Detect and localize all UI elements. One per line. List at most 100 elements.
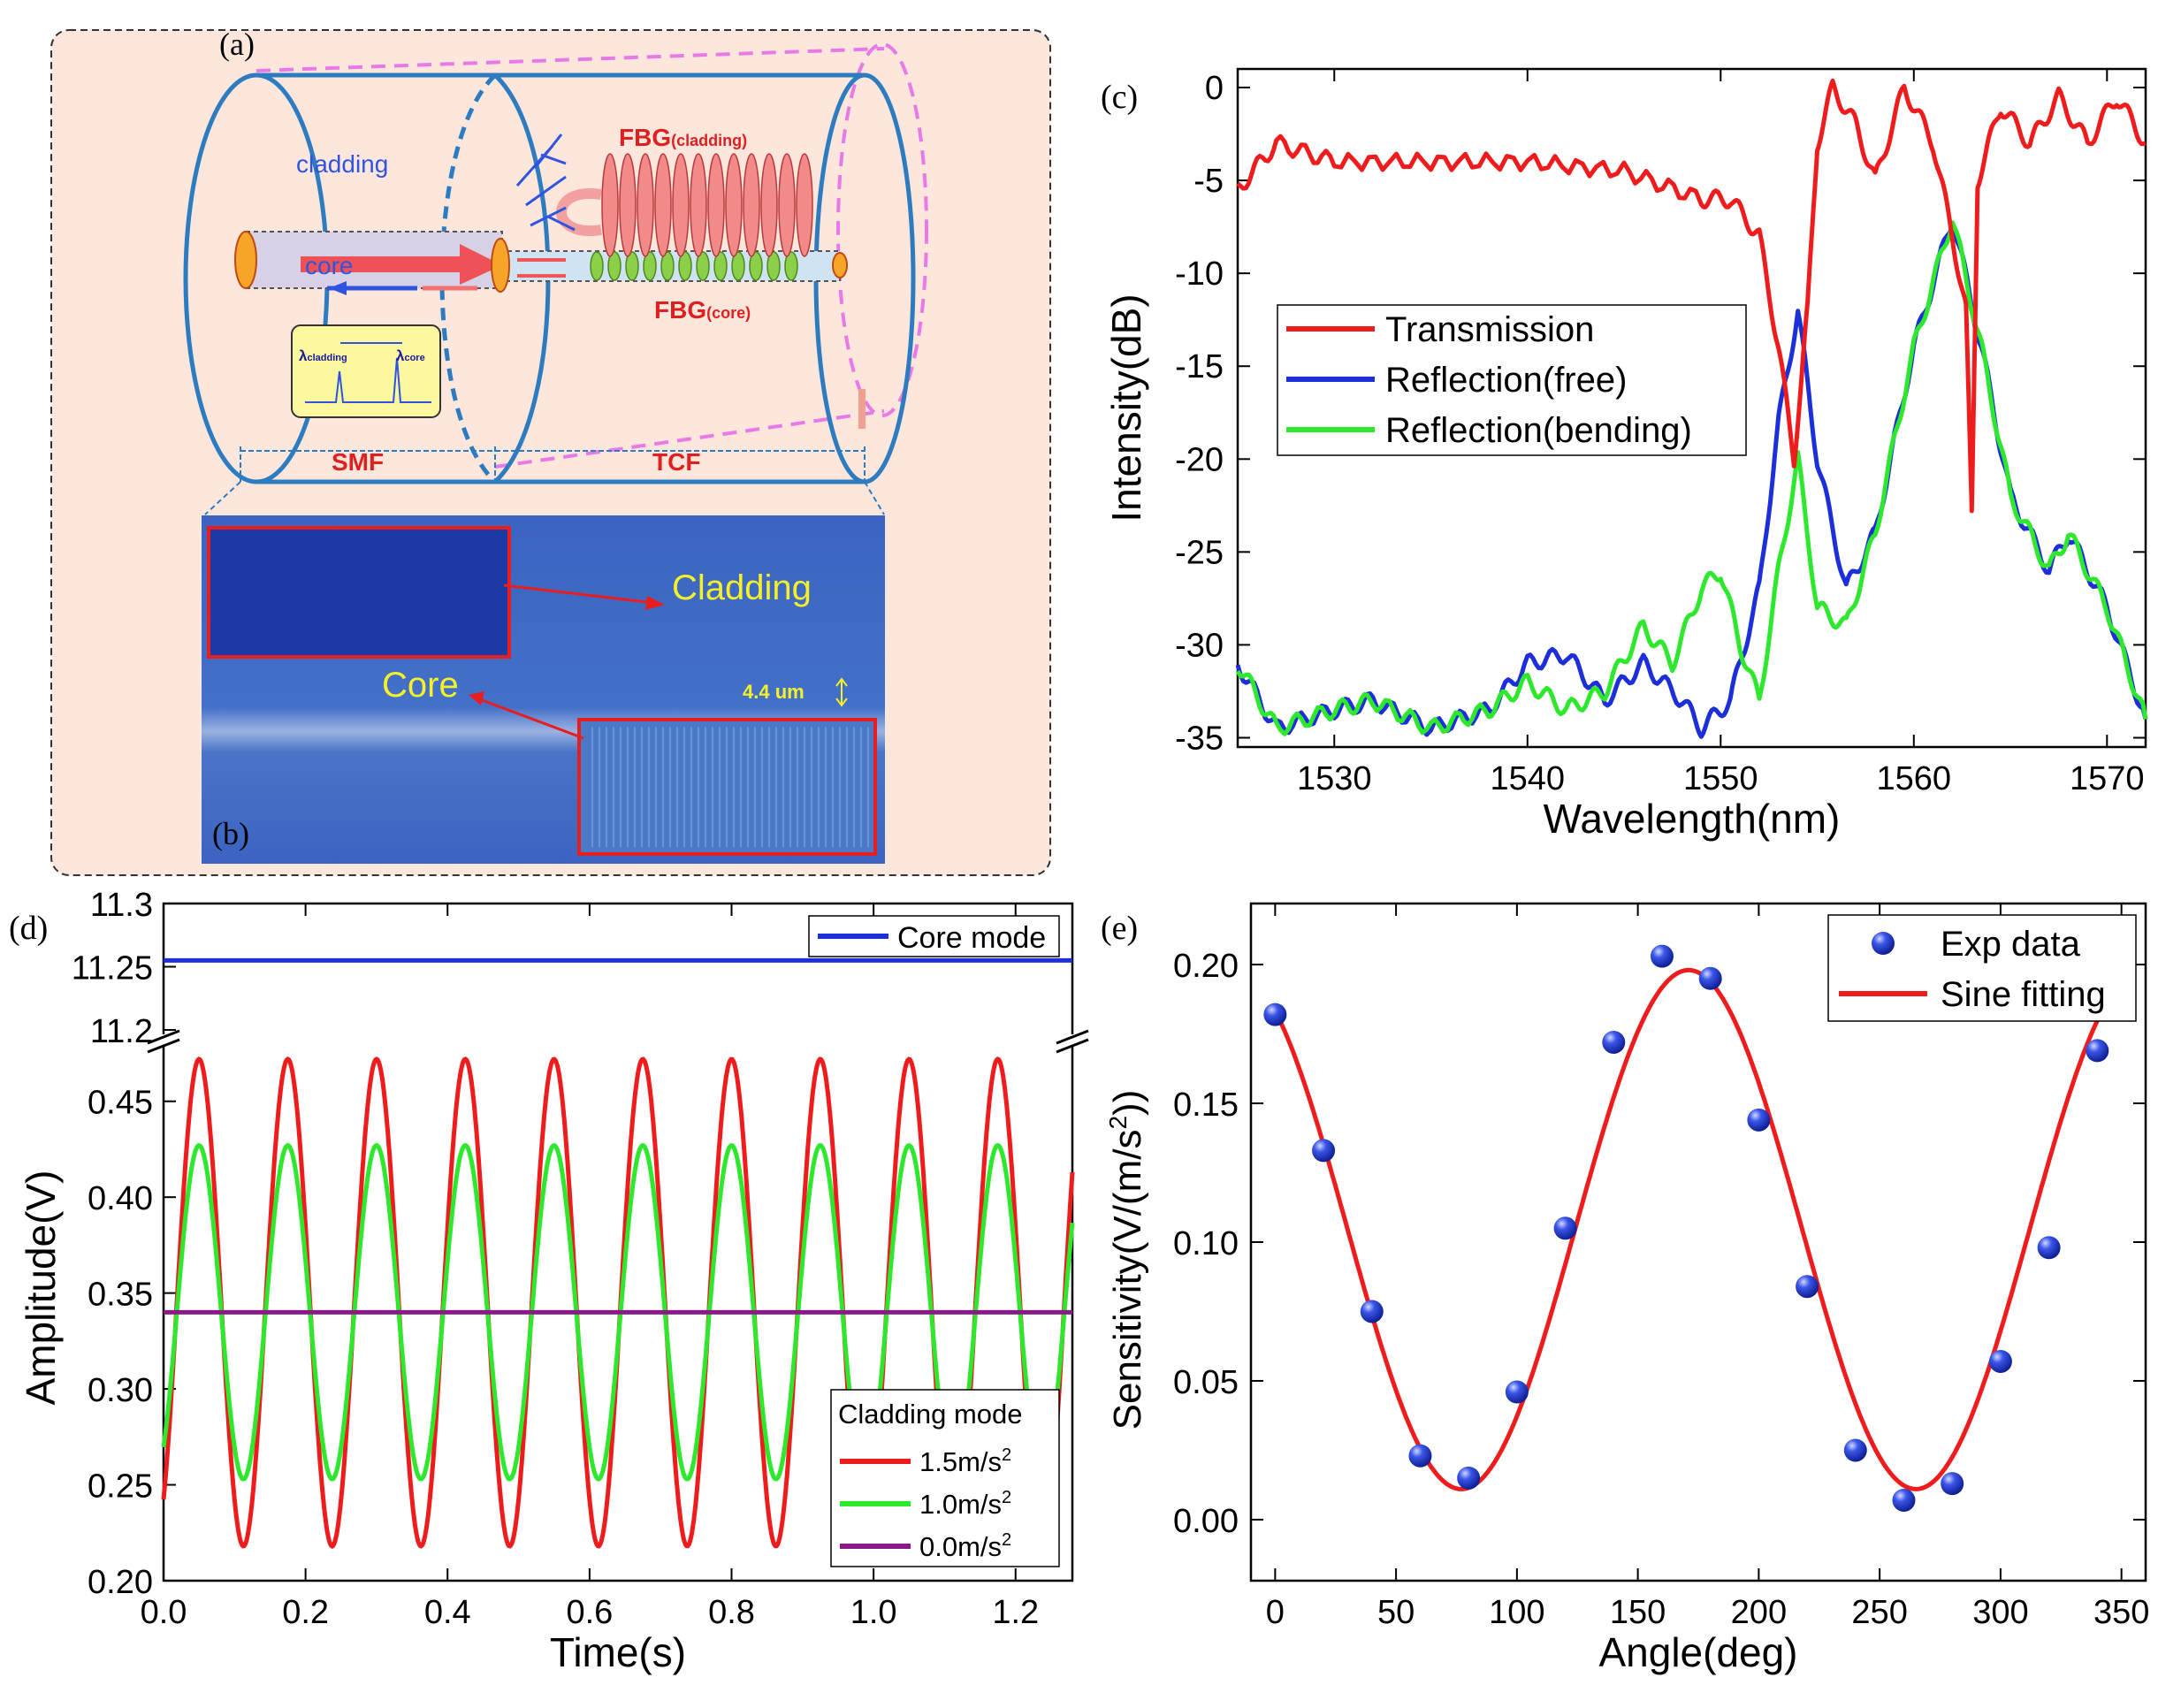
cladding-zoom-box <box>207 526 511 659</box>
panel-label-b: (b) <box>212 816 249 851</box>
x-axis-title: Wavelength(nm) <box>1544 796 1841 842</box>
fbg-core-disk <box>625 251 639 281</box>
data-point <box>1457 1466 1481 1490</box>
fbg-core-disk <box>678 251 692 281</box>
panel-e: (e) 0 50 100 150 200 250 300 350 0.00 0.05 0.10 0.15… <box>1101 902 2149 1675</box>
legend-label: Transmission <box>1385 310 1594 349</box>
x-tick-label: 300 <box>1972 1594 2028 1631</box>
data-point <box>1263 1003 1287 1026</box>
data-point <box>1505 1380 1529 1404</box>
y-axis-title: Sensitivity(V/(m/s2)) <box>1104 1090 1149 1430</box>
fbg-core-disk <box>590 251 604 281</box>
x-tick-label: 0.8 <box>708 1594 755 1631</box>
y-tick-label: 11.25 <box>72 950 153 987</box>
y-tick-label: 0.25 <box>88 1468 153 1506</box>
x-axis-title: Time(s) <box>550 1629 686 1675</box>
micro-label-cladding: Cladding <box>672 568 812 607</box>
data-point <box>2037 1236 2061 1260</box>
lambda-cladding: λcladding <box>299 347 347 364</box>
data-point <box>1650 944 1674 968</box>
fit-line <box>1273 967 2100 1491</box>
series-line-1.0 <box>161 1142 1075 1482</box>
axis-break-right <box>1056 1029 1089 1054</box>
legend-box-cladding <box>830 1389 1060 1567</box>
spectrum-inset <box>291 324 441 418</box>
x-tick-label: 0.2 <box>282 1594 329 1631</box>
fbg-core-disk <box>643 251 657 281</box>
fbg-core-disk <box>660 251 675 281</box>
axis-break-left <box>147 1029 180 1054</box>
x-tick-label: 250 <box>1851 1594 1907 1631</box>
x-tick-label: 1560 <box>1877 760 1952 797</box>
data-point <box>1408 1444 1432 1468</box>
y-tick-label: 0.05 <box>1173 1364 1239 1401</box>
fbg-cladding-disk <box>707 153 725 257</box>
fbg-cladding-disk <box>743 153 760 257</box>
legend-label: Reflection(free) <box>1385 361 1627 400</box>
fbg-cladding-disk <box>778 153 796 257</box>
legend-label: 0.0m/s2 <box>919 1530 1011 1562</box>
zoom-ellipse <box>836 42 928 417</box>
y-tick-label: -30 <box>1175 627 1224 664</box>
fbg-cladding-disk <box>672 153 690 257</box>
y-tick-label: 0.30 <box>88 1372 153 1409</box>
y-tick-label: 0.20 <box>88 1564 153 1601</box>
panel-d: (d) 0.0 0.2 0.4 0.6 0.8 1.0 1.2 11.3 11.25 11.2 0.2… <box>9 887 1089 1675</box>
data-point <box>1892 1488 1916 1512</box>
arrow-to-cladding-head <box>645 596 665 610</box>
x-tick-label: 100 <box>1489 1594 1544 1631</box>
fbg-core-grating <box>590 251 798 281</box>
x-tick-label: 1.2 <box>992 1594 1039 1631</box>
data-point <box>1602 1030 1626 1054</box>
y-tick-label: 11.2 <box>90 1013 153 1050</box>
label-core: core <box>305 252 353 279</box>
y-axis-title: Intensity(dB) <box>1103 294 1149 522</box>
fbg-cladding-disk <box>637 153 654 257</box>
x-tick-label: 1.0 <box>850 1594 897 1631</box>
data-point <box>1843 1438 1867 1462</box>
x-tick-label: 0.4 <box>424 1594 471 1631</box>
fbg-core-disk <box>731 251 745 281</box>
x-axis-title: Angle(deg) <box>1598 1629 1797 1675</box>
x-tick-label: 150 <box>1610 1594 1666 1631</box>
legend-swatch <box>1872 932 1895 955</box>
label-fbg-cladding: FBG(cladding) <box>619 124 747 151</box>
legend-title: Cladding mode <box>838 1399 1023 1430</box>
fbg-cladding-disk <box>654 153 672 257</box>
fbg-cladding-disk <box>690 153 707 257</box>
data-point <box>1360 1300 1384 1323</box>
tcf-arrows <box>517 258 566 278</box>
data-point <box>1796 1275 1819 1299</box>
legend-label: Sine fitting <box>1941 975 2106 1014</box>
fbg-core-disk <box>784 251 798 281</box>
panel-label-d: (d) <box>9 910 48 947</box>
y-tick-label: 0.10 <box>1173 1225 1239 1262</box>
y-axis-title: Amplitude(V) <box>18 1170 64 1406</box>
fbg-core-disk <box>713 251 728 281</box>
y-tick-label: -20 <box>1175 441 1224 478</box>
panel-label-e: (e) <box>1101 910 1138 947</box>
x-tick-label: 0.0 <box>141 1594 187 1631</box>
data-point <box>1988 1349 2012 1373</box>
zoom-lines-to-micrograph <box>204 481 885 515</box>
y-tick-label: 0.35 <box>88 1277 153 1314</box>
y-tick-label: 0.45 <box>88 1085 153 1122</box>
y-tick-label: 0 <box>1205 70 1224 107</box>
x-tick-label: 1570 <box>2070 760 2145 797</box>
y-tick-label: 0.40 <box>88 1180 153 1217</box>
panel-b-micrograph: Cladding Core 4.4 um <box>202 515 885 864</box>
size-arrow <box>835 677 848 707</box>
y-tick-label: 11.3 <box>90 887 153 924</box>
fbg-core-disk <box>696 251 710 281</box>
data-point <box>1312 1139 1336 1163</box>
splice-point <box>491 238 510 293</box>
tcf-core-end <box>832 252 848 278</box>
micro-label-size: 4.4 um <box>743 681 805 703</box>
spectrum-inset-trace <box>305 357 431 403</box>
label-fbg-core: FBG(core) <box>654 296 751 324</box>
label-cladding: cladding <box>296 150 388 178</box>
y-tick-label: 0.20 <box>1173 948 1239 985</box>
arrow-to-cladding <box>503 583 655 605</box>
fbg-cladding-disk <box>619 153 637 257</box>
